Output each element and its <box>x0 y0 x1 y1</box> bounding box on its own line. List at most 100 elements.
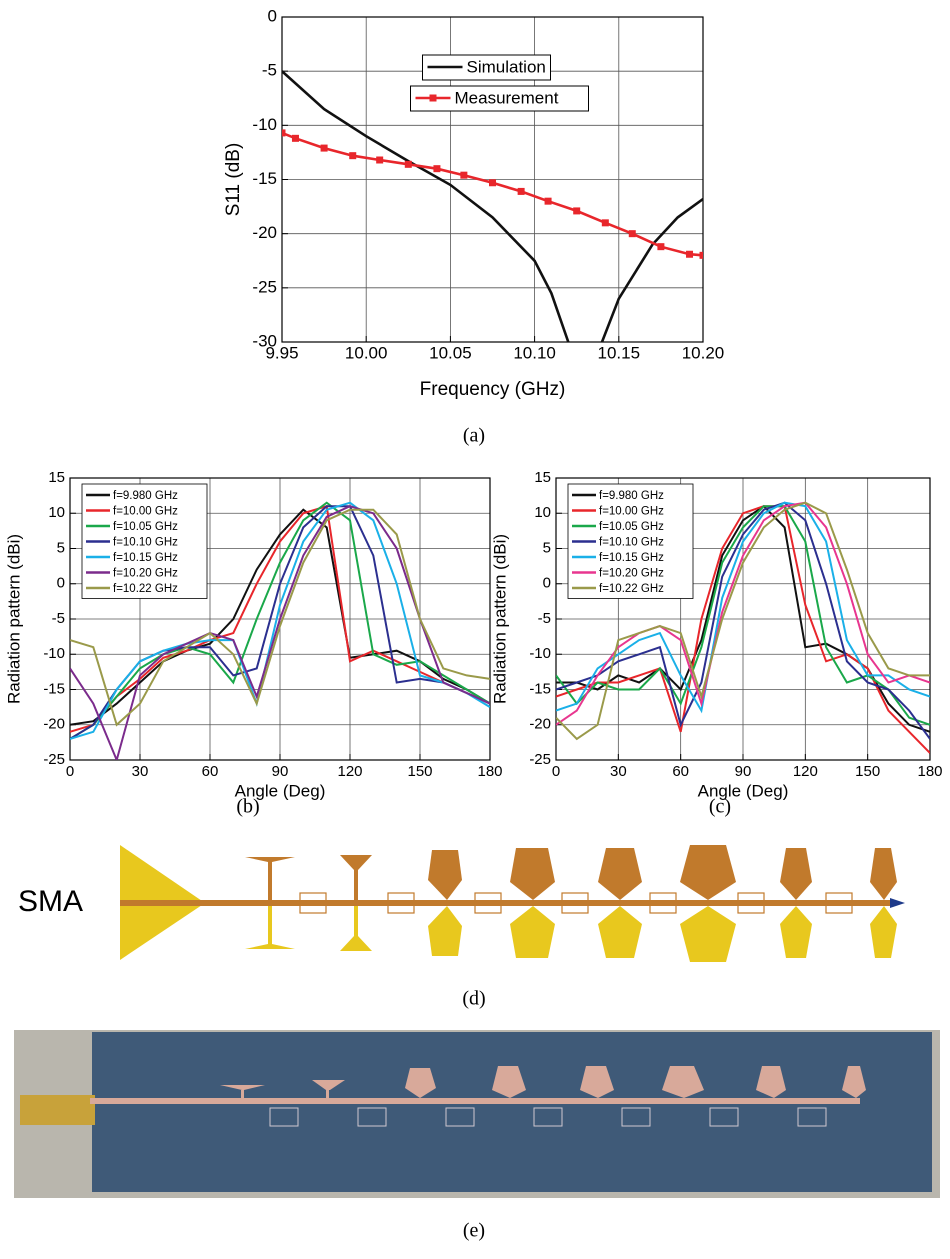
y-tick-label: -15 <box>252 169 277 188</box>
y-tick-label: 10 <box>48 504 65 521</box>
x-tick-label: 90 <box>735 763 752 780</box>
data-marker <box>460 171 468 179</box>
data-marker <box>489 179 496 187</box>
y-tick-label: 0 <box>57 575 65 592</box>
x-tick-label: 10.05 <box>429 343 472 362</box>
x-tick-label: 9.95 <box>265 343 298 362</box>
x-tick-label: 150 <box>407 763 432 780</box>
y-tick-label: -10 <box>529 645 551 662</box>
data-marker <box>657 243 665 251</box>
y-tick-label: -20 <box>529 716 551 733</box>
legend-label: f=9.980 GHz <box>599 490 664 502</box>
x-tick-label: 10.20 <box>682 343 725 362</box>
series-line <box>556 501 930 714</box>
legend-label: f=10.20 GHz <box>599 568 664 580</box>
legend-label: f=10.10 GHz <box>599 537 664 549</box>
plot-frame <box>555 477 931 761</box>
data-marker <box>291 134 299 142</box>
legend-label: f=10.15 GHz <box>113 552 178 564</box>
series-group <box>282 70 703 342</box>
y-tick-label: -10 <box>43 645 65 662</box>
series-group <box>70 501 490 760</box>
y-tick-label: -5 <box>538 610 551 627</box>
data-marker <box>601 219 609 227</box>
data-marker <box>376 156 384 164</box>
legend-label: f=10.22 GHz <box>599 583 664 595</box>
legend-label: f=10.22 GHz <box>113 583 178 595</box>
y-tick-label: -5 <box>262 61 277 80</box>
y-tick-label: -20 <box>252 223 277 242</box>
legend-label: f=10.20 GHz <box>113 568 178 580</box>
y-tick-label: -25 <box>43 751 65 768</box>
sma-label: SMA <box>18 885 83 918</box>
x-tick-label: 0 <box>552 763 560 780</box>
legend-label: f=10.05 GHz <box>113 521 178 533</box>
panel-label: (b) <box>236 796 259 818</box>
y-tick-label: -20 <box>43 716 65 733</box>
data-marker <box>404 160 412 168</box>
data-marker <box>282 129 286 137</box>
legend-label: f=9.980 GHz <box>113 490 178 502</box>
data-marker <box>699 251 703 259</box>
y-tick-label: -15 <box>529 680 551 697</box>
series-line <box>556 505 930 754</box>
legend-marker <box>429 94 437 102</box>
x-axis-label: Angle (Deg) <box>235 781 326 800</box>
y-tick-label: 15 <box>534 469 551 486</box>
y-tick-label: 5 <box>57 539 65 556</box>
x-tick-label: 180 <box>477 763 502 780</box>
data-marker <box>544 197 552 205</box>
y-axis-label: Radiation pattern (dBi) <box>490 534 509 704</box>
legend-label: f=10.00 GHz <box>113 506 178 518</box>
y-axis-label: S11 (dB) <box>223 143 244 217</box>
panel-label: (d) <box>462 988 485 1010</box>
x-tick-label: 30 <box>132 763 149 780</box>
series-line <box>556 501 930 741</box>
panel-label: (a) <box>463 425 485 447</box>
y-tick-label: -25 <box>529 751 551 768</box>
x-tick-label: 180 <box>917 763 942 780</box>
x-tick-label: 120 <box>793 763 818 780</box>
data-marker <box>573 207 581 215</box>
series-line <box>556 501 930 726</box>
y-tick-label: -25 <box>252 277 277 296</box>
y-tick-label: 0 <box>543 575 551 592</box>
series-line <box>556 501 930 740</box>
y-tick-label: 10 <box>534 504 551 521</box>
series-line <box>70 501 490 740</box>
series-line <box>282 70 703 342</box>
y-tick-label: -10 <box>252 115 277 134</box>
y-axis-label: Radiation pattern (dBi) <box>4 534 23 704</box>
y-tick-label: -30 <box>252 331 277 350</box>
x-axis-label: Angle (Deg) <box>698 781 789 800</box>
legend-label: f=10.10 GHz <box>113 537 178 549</box>
x-tick-label: 30 <box>610 763 627 780</box>
legend-box <box>81 483 208 599</box>
x-tick-label: 90 <box>272 763 289 780</box>
x-tick-label: 10.00 <box>345 343 388 362</box>
x-tick-label: 0 <box>66 763 74 780</box>
legend-label: Simulation <box>467 57 546 76</box>
data-marker <box>349 152 357 160</box>
data-marker <box>686 250 694 258</box>
data-marker <box>320 144 328 152</box>
x-tick-label: 120 <box>337 763 362 780</box>
data-marker <box>433 165 441 173</box>
legend-label: Measurement <box>455 88 559 107</box>
x-tick-label: 150 <box>855 763 880 780</box>
x-tick-label: 10.10 <box>513 343 556 362</box>
y-tick-label: -15 <box>43 680 65 697</box>
y-tick-label: -5 <box>52 610 65 627</box>
plot-frame <box>69 477 491 761</box>
legend-label: f=10.15 GHz <box>599 552 664 564</box>
series-line <box>70 501 490 740</box>
y-tick-label: 5 <box>543 539 551 556</box>
series-group <box>556 501 930 754</box>
plot-frame <box>281 16 704 343</box>
x-tick-label: 60 <box>202 763 219 780</box>
data-marker <box>517 187 525 195</box>
x-tick-label: 60 <box>672 763 689 780</box>
panel-label: (e) <box>463 1220 485 1242</box>
x-tick-label: 10.15 <box>598 343 641 362</box>
